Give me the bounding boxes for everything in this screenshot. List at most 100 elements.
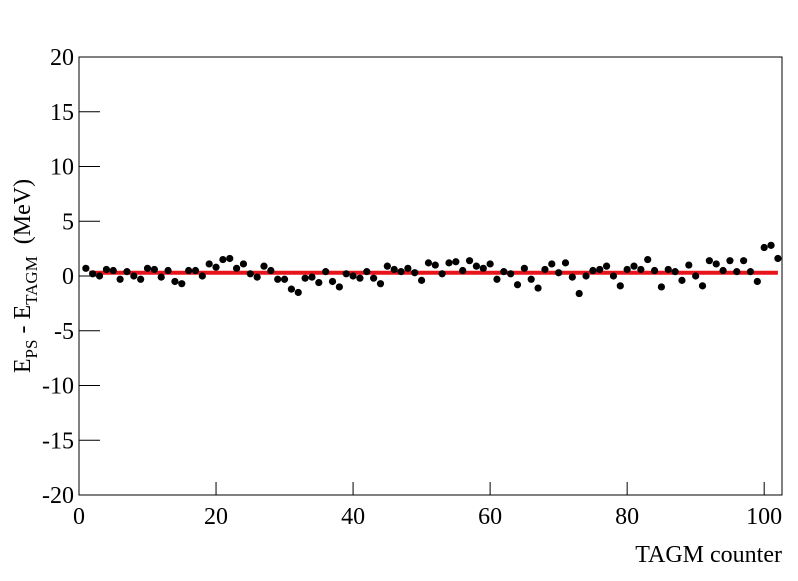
data-point bbox=[342, 270, 350, 278]
data-point bbox=[130, 272, 138, 280]
data-point bbox=[596, 265, 604, 274]
data-point bbox=[157, 273, 165, 281]
x-tick-label: 100 bbox=[746, 504, 782, 530]
x-tick-label: 80 bbox=[615, 504, 639, 530]
data-point bbox=[733, 268, 741, 276]
data-point bbox=[123, 268, 131, 276]
data-point bbox=[609, 272, 618, 280]
y-tick-label: 15 bbox=[50, 100, 74, 126]
y-label-part: E bbox=[10, 358, 36, 373]
y-axis-label: EPS - ETAGM (MeV) bbox=[10, 179, 41, 373]
y-tick-label: 10 bbox=[50, 155, 74, 181]
data-point bbox=[431, 261, 439, 269]
data-point bbox=[637, 265, 645, 274]
data-point bbox=[493, 275, 501, 283]
y-tick-label: -15 bbox=[42, 428, 74, 454]
data-point bbox=[102, 265, 111, 274]
data-point bbox=[390, 265, 398, 274]
y-label-part: - E bbox=[10, 305, 36, 340]
data-point bbox=[657, 283, 666, 291]
data-point bbox=[472, 262, 481, 270]
data-point bbox=[685, 261, 693, 269]
data-point bbox=[239, 260, 248, 268]
data-point bbox=[246, 270, 254, 278]
data-point bbox=[274, 275, 282, 283]
data-point bbox=[575, 289, 583, 298]
data-point bbox=[445, 259, 453, 267]
data-point bbox=[267, 266, 275, 275]
data-point bbox=[164, 266, 172, 275]
data-point bbox=[740, 257, 748, 265]
data-point bbox=[616, 282, 624, 290]
data-point bbox=[459, 266, 467, 275]
data-point bbox=[479, 264, 487, 272]
data-point bbox=[541, 265, 549, 274]
data-point bbox=[760, 243, 768, 252]
data-point bbox=[397, 268, 405, 276]
data-point bbox=[513, 281, 522, 289]
data-point bbox=[527, 275, 535, 283]
data-point bbox=[555, 269, 563, 277]
data-point bbox=[232, 264, 241, 272]
data-point bbox=[452, 258, 460, 266]
data-point bbox=[534, 284, 542, 292]
data-point bbox=[411, 269, 419, 277]
y-label-part: (MeV) bbox=[10, 179, 36, 256]
data-point bbox=[664, 265, 672, 274]
data-point bbox=[507, 270, 515, 278]
data-point bbox=[568, 273, 576, 281]
data-point bbox=[561, 259, 570, 267]
data-point bbox=[602, 262, 611, 270]
data-point bbox=[623, 265, 631, 274]
y-tick-label: -10 bbox=[42, 374, 74, 400]
data-point bbox=[363, 268, 371, 276]
y-tick-label: -5 bbox=[54, 319, 74, 345]
data-point bbox=[424, 259, 433, 267]
data-point bbox=[548, 260, 556, 268]
data-point bbox=[191, 266, 200, 275]
data-point bbox=[150, 265, 158, 274]
data-point bbox=[280, 275, 289, 283]
y-tick-label: 0 bbox=[62, 264, 74, 290]
x-tick-label: 60 bbox=[478, 504, 502, 530]
data-point bbox=[671, 268, 679, 276]
data-point bbox=[287, 285, 296, 293]
data-point bbox=[89, 270, 97, 278]
data-point bbox=[650, 266, 659, 275]
data-point bbox=[486, 260, 494, 268]
data-point bbox=[308, 273, 316, 281]
data-point bbox=[116, 275, 124, 283]
data-point bbox=[404, 264, 412, 272]
data-point bbox=[294, 288, 302, 297]
y-tick-label: 5 bbox=[62, 209, 74, 235]
data-point bbox=[520, 264, 528, 272]
data-point bbox=[719, 266, 727, 275]
y-label-sub: TAGM bbox=[22, 256, 41, 305]
data-point bbox=[143, 264, 152, 272]
data-point bbox=[95, 272, 104, 280]
x-tick-label: 0 bbox=[73, 504, 85, 530]
data-point bbox=[212, 263, 220, 271]
data-point bbox=[137, 275, 145, 283]
data-point bbox=[383, 262, 391, 270]
data-point bbox=[335, 283, 343, 291]
data-point bbox=[370, 274, 378, 282]
data-point bbox=[767, 241, 775, 249]
data-point bbox=[109, 266, 117, 275]
data-point bbox=[82, 264, 90, 272]
data-point bbox=[328, 277, 337, 286]
data-point bbox=[356, 274, 364, 282]
data-point bbox=[219, 255, 227, 264]
x-tick-label: 20 bbox=[204, 504, 228, 530]
data-point bbox=[322, 268, 330, 276]
data-point bbox=[315, 278, 323, 287]
data-point bbox=[746, 268, 755, 276]
data-point bbox=[698, 282, 707, 290]
data-point bbox=[644, 255, 652, 264]
data-point bbox=[589, 266, 597, 275]
data-point bbox=[198, 272, 206, 280]
data-point bbox=[253, 273, 261, 281]
data-point bbox=[692, 272, 700, 280]
x-tick-label: 40 bbox=[341, 504, 365, 530]
